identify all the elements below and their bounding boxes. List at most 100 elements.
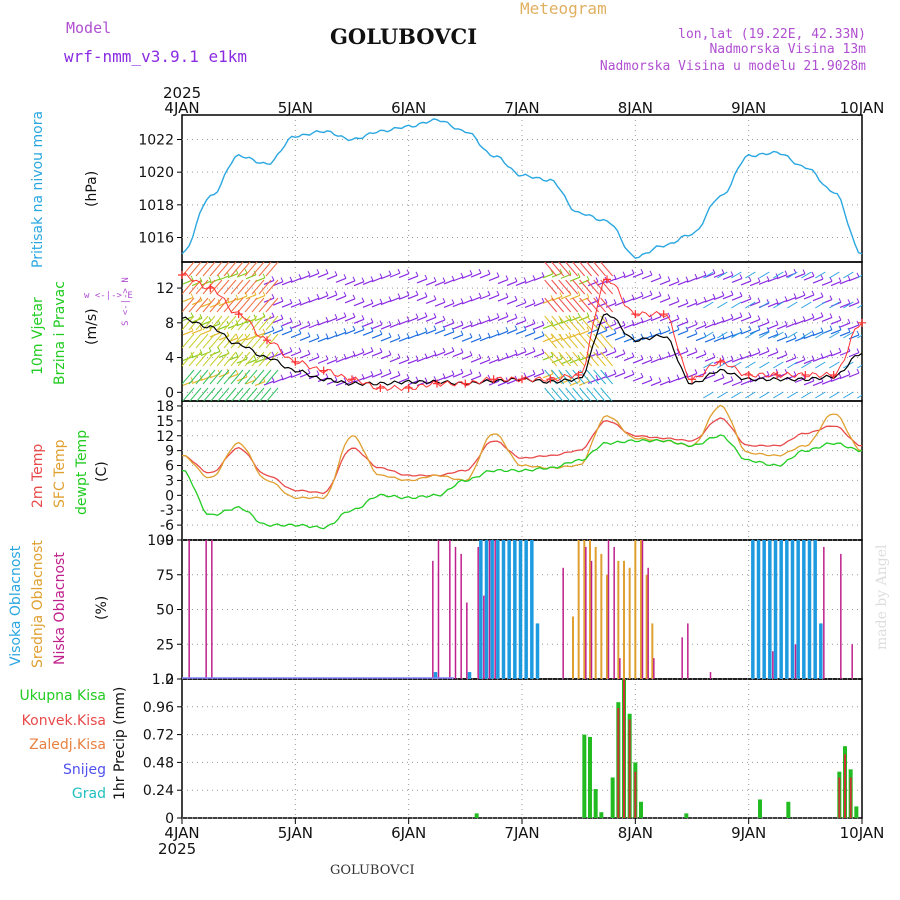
wind-arrow [202,369,216,385]
precip-bar [582,734,587,818]
wind-barb-tick [316,293,320,299]
wind-barb [470,296,482,302]
wind-arrow [251,297,265,313]
wind-barb [686,323,698,329]
wind-barb [785,374,797,380]
wind-barb-tick [649,314,653,319]
wind-barb [470,322,482,328]
wind-barb-tick [334,290,338,295]
wind-barb [731,315,743,322]
wind-barb-tick [451,327,455,333]
wind-barb [650,380,662,387]
wind-arrow [195,333,209,349]
wind-barb [614,324,626,330]
wind-barb-tick [559,292,563,297]
wind-barb [443,331,455,337]
wind-barb-tick [451,370,455,375]
wind-arrow [579,297,593,313]
wind-barb [623,356,635,362]
wind-barb [317,337,329,343]
wind-barb-tick [577,291,581,296]
wind-arrow [801,271,812,279]
wind-barb-tick [280,374,284,380]
wind-barb [416,357,428,363]
wind-barb-tick [199,349,203,354]
wind-barb [209,323,221,329]
wind-barb [515,280,527,286]
wind-arrow [551,279,565,295]
wind-barb-tick [523,277,527,282]
wind-arrow [188,297,202,313]
wind-arrow [265,262,279,277]
wind-barb-tick [424,292,428,297]
y-tick-label: 12 [156,429,174,445]
wind-barb-tick [784,350,788,356]
gust-marker [206,284,215,293]
temp-label-3: dewpt Temp [74,430,90,515]
wind-barb-tick [280,348,284,354]
wind-arrow [593,297,607,313]
wind-barb-tick [298,320,302,325]
year-top: 2025 [163,84,201,102]
wind-barb [290,302,302,308]
wind-barb [812,356,824,363]
wind-barb [731,295,743,301]
wind-arrow [745,301,756,309]
wind-arrow [195,315,209,331]
wind-barb-tick [199,277,203,282]
cloud-bar [501,540,506,679]
wind-barb-tick [388,350,392,355]
wind-barb [830,319,842,325]
gust-marker [603,275,611,284]
wind-barb-tick [847,318,851,324]
wind-barb-tick [649,355,653,361]
wind-barb [281,350,293,356]
cloud-bar [437,540,440,679]
wind-barb-tick [667,276,671,281]
wind-arrow [237,333,251,349]
wind-barb [272,281,284,287]
wind-barb [704,272,716,278]
y-tick-label: 50 [156,603,174,619]
wind-arrow [558,369,572,385]
wind-arrow [558,297,572,313]
wind-barb-tick [361,277,365,282]
wind-barb-tick [676,314,680,320]
wind-barb-tick [820,292,824,297]
wind-barb-tick [289,371,293,376]
wind-barb [821,316,833,323]
cloud-bar [623,560,625,679]
wind-arrow [600,262,614,277]
wind-arrow [230,351,244,367]
wind-barb [299,274,311,280]
wind-barb [335,357,347,363]
wind-barb-tick [289,317,293,322]
cloud-bar [641,540,644,679]
wind-barb [713,377,725,383]
wind-arrow [237,262,251,277]
wind-barb [650,316,662,322]
wind-barb-tick [190,312,194,317]
wind-barb [461,299,473,305]
wind-arrow [703,271,714,279]
y-tick-label: 75 [156,568,174,584]
wind-barb-tick [811,355,815,360]
wind-arrow [759,271,770,279]
wind-barb [722,379,734,386]
wind-arrow [216,351,230,367]
wind-barb-tick [730,330,734,336]
wind-barb-tick [838,373,842,378]
wind-barb-tick [712,333,716,339]
wind-barb-tick [235,294,239,300]
wind-barb [830,351,842,357]
wind-barb [830,329,842,335]
cloud-bar [494,540,496,679]
gust-marker [631,310,640,319]
wind-barb-tick [289,298,293,304]
wind-barb [704,337,716,343]
wind-barb [686,333,698,339]
wind-barb [434,301,446,307]
y-tick-label: 1.2 [152,672,174,688]
wind-barb [596,280,608,286]
wind-barb [479,273,491,279]
